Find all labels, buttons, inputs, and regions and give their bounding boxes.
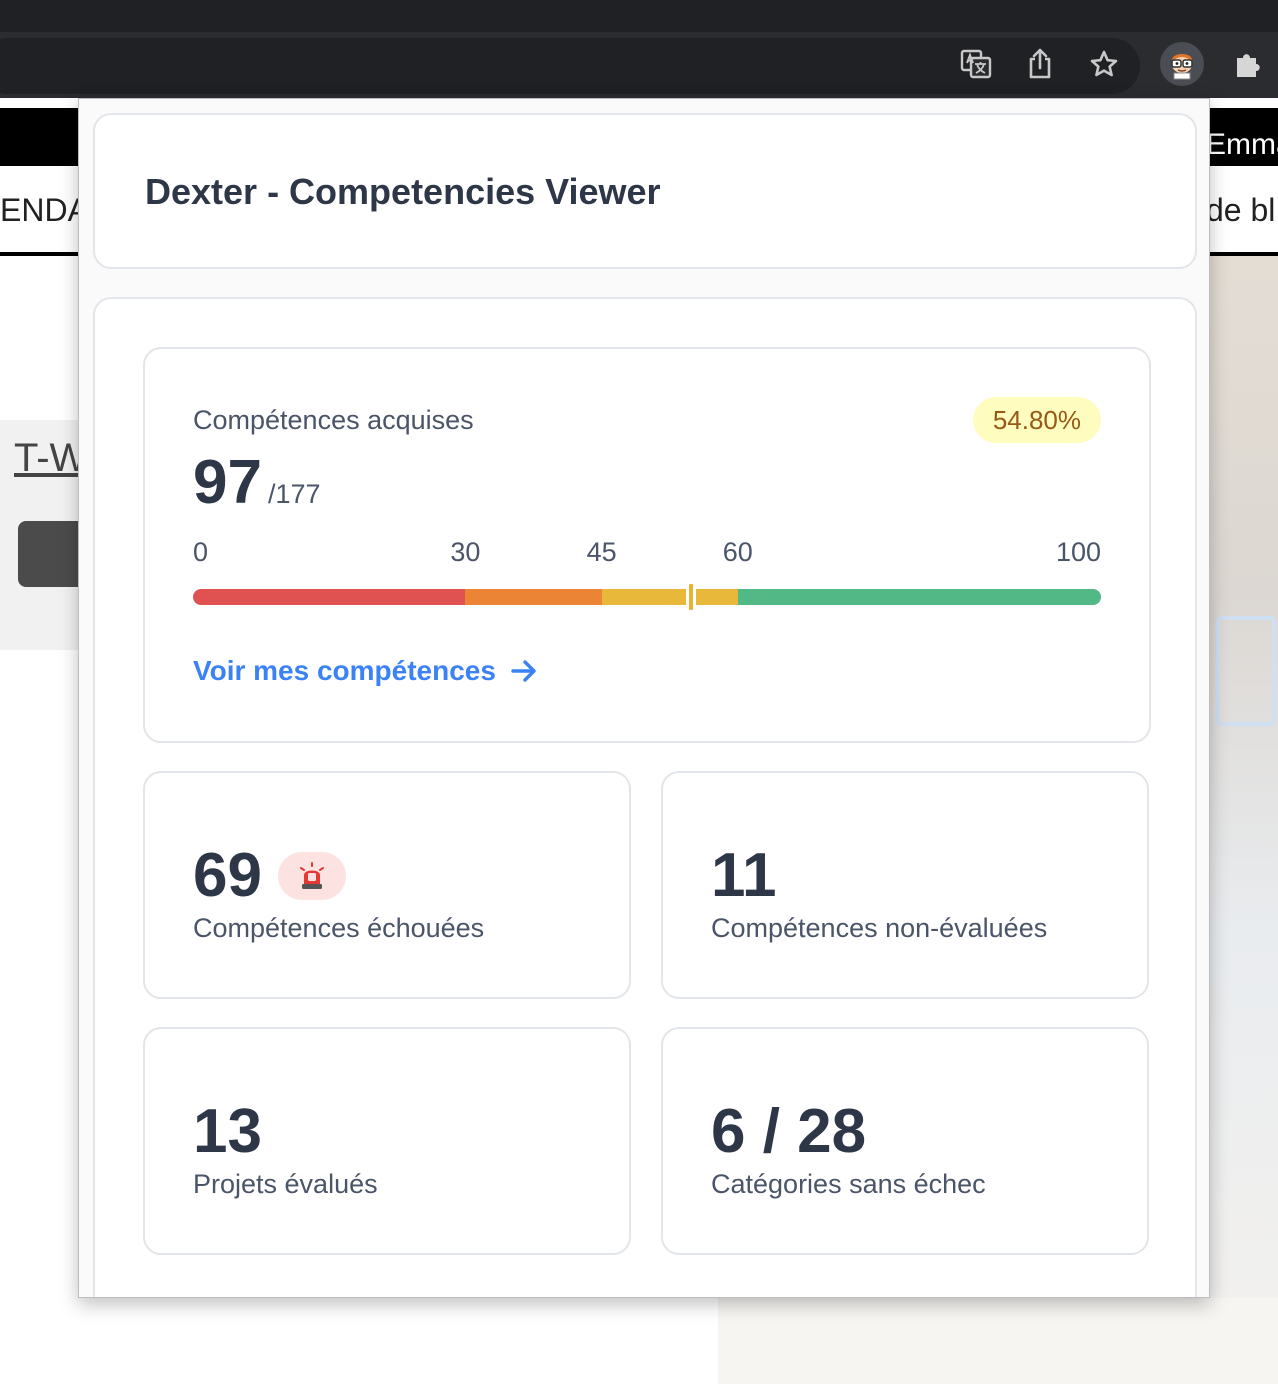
gauge-segment-3 (737, 589, 1101, 605)
gauge-tick-0: 0 (193, 537, 209, 567)
background-nav-right[interactable]: de bl (1206, 192, 1276, 228)
background-link[interactable]: T-W (14, 436, 88, 480)
background-button[interactable] (18, 521, 88, 587)
popup-title: Dexter - Competencies Viewer (145, 171, 661, 212)
not-evaluated-label: Compétences non-évaluées (711, 913, 1048, 943)
share-icon[interactable] (1018, 42, 1062, 86)
not-evaluated-card: 11 Compétences non-évaluées (661, 771, 1149, 999)
translate-icon[interactable] (954, 42, 998, 86)
popup-header: Dexter - Competencies Viewer (93, 113, 1197, 269)
failed-value: 69 (193, 841, 262, 910)
gauge-segment-2 (601, 589, 738, 605)
projects-value: 13 (193, 1097, 262, 1166)
gauge-tick-45: 45 (586, 537, 617, 567)
siren-icon (277, 852, 346, 900)
gauge-segment-0 (193, 589, 466, 605)
failed-label: Compétences échouées (193, 913, 485, 943)
extension-popup: Dexter - Competencies Viewer Compétences… (78, 98, 1210, 1298)
view-competencies-link[interactable]: Voir mes compétences (193, 655, 538, 687)
dexter-extension-icon[interactable] (1160, 42, 1204, 86)
background-footer-image (718, 1298, 1278, 1384)
popup-main-panel: Compétences acquises 54.80% 97/177 0 30 … (93, 297, 1197, 1297)
acquired-value: 97 (193, 448, 262, 517)
gauge-bar (193, 589, 1101, 605)
background-nav-left[interactable]: ENDA (0, 192, 89, 228)
not-evaluated-value: 11 (711, 841, 777, 910)
acquired-summary-card: Compétences acquises 54.80% 97/177 0 30 … (143, 347, 1151, 743)
failed-competencies-card: 69 Compétences échouées (143, 771, 631, 999)
acquired-label: Compétences acquises (193, 405, 474, 435)
address-bar[interactable] (0, 38, 1140, 94)
gauge-tick-100: 100 (1055, 537, 1101, 567)
background-user-name: Emma (1206, 128, 1278, 161)
acquired-total: /177 (267, 479, 321, 509)
categories-card: 6 / 28 Catégories sans échec (661, 1027, 1149, 1255)
categories-value: 6 / 28 (711, 1097, 867, 1166)
arrow-right-icon (511, 660, 536, 682)
gauge-marker (685, 581, 696, 613)
background-photo-screen (1216, 616, 1276, 726)
projects-label: Projets évalués (193, 1169, 378, 1199)
browser-tab-strip (0, 0, 1278, 32)
browser-toolbar (0, 32, 1278, 98)
progress-gauge: 0 30 45 60 100 (193, 537, 1101, 613)
extensions-puzzle-icon[interactable] (1226, 42, 1270, 86)
evaluated-projects-card: 13 Projets évalués (143, 1027, 631, 1255)
view-competencies-label: Voir mes compétences (193, 655, 496, 686)
gauge-tick-60: 60 (722, 537, 753, 567)
background-photo (1210, 256, 1278, 1384)
bookmark-star-icon[interactable] (1082, 42, 1126, 86)
gauge-segment-1 (465, 589, 602, 605)
percentage-badge: 54.80% (972, 397, 1101, 443)
gauge-tick-30: 30 (450, 537, 481, 567)
categories-label: Catégories sans échec (711, 1169, 986, 1199)
acquired-count: 97/177 (193, 447, 321, 518)
